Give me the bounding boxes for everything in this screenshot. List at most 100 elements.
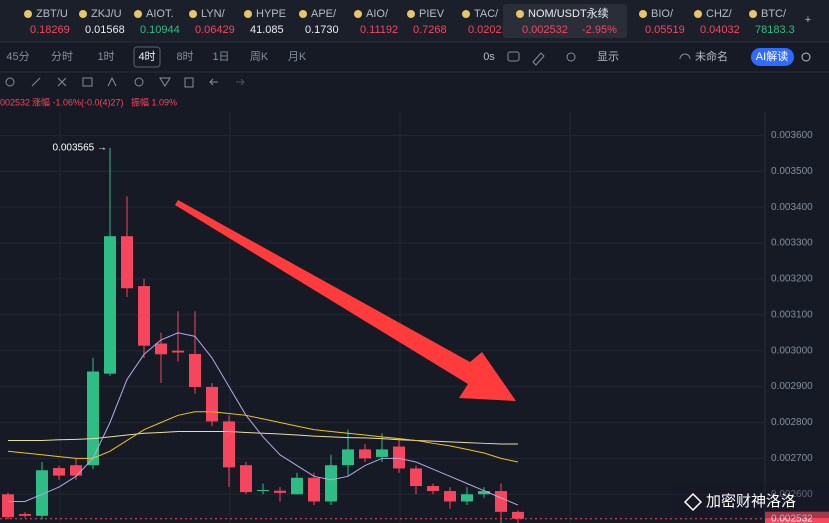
info-amplitude: 振幅 1.09% xyxy=(131,96,177,107)
coin-icon xyxy=(516,10,524,18)
cloud-icon xyxy=(679,53,691,60)
y-tick-label: 0.003500 xyxy=(771,166,813,177)
ticker-list: 2ZBT/U0.18269ZKJ/U0.01568AIOT.0.10944LYN… xyxy=(24,4,795,38)
timeframe[interactable]: 1时 xyxy=(97,50,114,63)
countdown[interactable]: 0s xyxy=(483,51,495,63)
coin-icon xyxy=(694,10,702,18)
timeframe[interactable]: 4时 xyxy=(138,50,155,63)
ticker-name[interactable]: BIO/ xyxy=(651,8,674,20)
ticker-name[interactable]: PIEV xyxy=(419,8,445,20)
ticker-price[interactable]: 0.7268 xyxy=(413,24,447,36)
candle-body xyxy=(461,494,473,502)
candle-body xyxy=(495,491,507,512)
candle-body xyxy=(121,236,133,289)
candle-body xyxy=(308,477,320,502)
ticker-name[interactable]: NOM/USDT永续 xyxy=(528,6,609,20)
candle-body xyxy=(223,421,235,468)
watermark-icon xyxy=(683,492,703,512)
candle-body xyxy=(325,465,337,502)
tool-icon[interactable] xyxy=(159,77,171,87)
ticker-price[interactable]: 0.1730 xyxy=(305,24,339,36)
candle-body xyxy=(444,491,456,502)
candle-body xyxy=(206,386,218,422)
timeframe[interactable]: 45分 xyxy=(6,50,29,63)
ticker-price[interactable]: 0.06429 xyxy=(195,24,235,36)
ticker-name[interactable]: APE/ xyxy=(311,8,337,20)
tool-icon[interactable] xyxy=(236,78,245,86)
coin-icon xyxy=(79,10,87,18)
ticker-name[interactable]: LYN/ xyxy=(201,8,226,20)
y-tick-label: 0.002700 xyxy=(771,453,813,464)
ticker-price[interactable]: 41.085 xyxy=(250,24,284,36)
ticker-name[interactable]: ZBT/U xyxy=(36,8,68,20)
ticker-price[interactable]: 0.11192 xyxy=(360,24,398,36)
candle-body xyxy=(359,449,371,459)
candle-body xyxy=(512,511,524,519)
ticker-name[interactable]: TAC/ xyxy=(474,8,499,20)
candle-body xyxy=(138,286,150,346)
layout-name[interactable]: 未命名 xyxy=(695,49,728,63)
timeframe[interactable]: 周K xyxy=(250,50,269,63)
candle-body xyxy=(393,446,405,469)
ticker-name[interactable]: ZKJ/U xyxy=(91,8,122,20)
coin-icon xyxy=(299,10,307,18)
timeframe[interactable]: 1日 xyxy=(212,51,229,63)
draw-icon[interactable] xyxy=(532,52,545,66)
ticker-price[interactable]: 0.05519 xyxy=(645,24,685,36)
ticker-name[interactable]: CHZ/ xyxy=(706,8,733,20)
y-tick-label: 0.003200 xyxy=(771,274,813,285)
tool-icon[interactable] xyxy=(82,77,93,87)
candle-body xyxy=(53,468,65,476)
candle-body xyxy=(478,491,490,495)
candle-body xyxy=(104,236,116,374)
ticker-price[interactable]: 0.10944 xyxy=(140,24,180,36)
coin-icon xyxy=(189,10,197,18)
candle-body xyxy=(172,350,184,353)
y-tick-label: 0.003000 xyxy=(771,345,813,356)
candle-body xyxy=(257,489,269,492)
add-tab[interactable]: + xyxy=(805,14,811,26)
timeframe[interactable]: 月K xyxy=(288,51,307,63)
watermark-bg xyxy=(672,484,829,518)
timeframe[interactable]: 8时 xyxy=(176,50,193,63)
tool-icon[interactable] xyxy=(5,77,15,87)
moving-average xyxy=(8,430,518,445)
ticker-change: -2.95% xyxy=(582,24,617,36)
tool-icon[interactable] xyxy=(31,77,41,87)
ticker-price[interactable]: 0.01568 xyxy=(85,24,125,36)
tool-icon[interactable] xyxy=(209,78,218,86)
timeframes: 45分 分时 1时 4时 8时 1日 周K 月K xyxy=(6,46,307,68)
moving-average xyxy=(8,332,519,506)
ai-button[interactable]: AI解读 xyxy=(756,49,788,63)
ai-pill[interactable] xyxy=(751,48,794,66)
y-tick-label: 0.003600 xyxy=(771,130,813,141)
ticker-name[interactable]: BTC/ xyxy=(761,8,787,20)
tool-icon[interactable] xyxy=(134,77,144,87)
coin-icon xyxy=(407,10,415,18)
candle-body xyxy=(376,449,388,457)
ticker-bar xyxy=(0,0,829,42)
share-icon[interactable] xyxy=(801,52,811,62)
display-button[interactable]: 显示 xyxy=(597,50,619,63)
ticker-name[interactable]: AIOT. xyxy=(146,8,174,20)
candle-body xyxy=(36,470,48,516)
ticker-price[interactable]: 0.18269 xyxy=(30,24,70,36)
timeframe[interactable]: 分时 xyxy=(51,50,73,63)
active-timeframe-box xyxy=(133,46,161,68)
settings-icon[interactable] xyxy=(566,52,576,62)
ticker-name[interactable]: AIO/ xyxy=(366,8,389,20)
ticker-price[interactable]: 0.02021 xyxy=(468,24,508,36)
last-price-label: 0.002532 xyxy=(771,513,813,523)
tool-icon[interactable] xyxy=(107,76,117,87)
ticker-name[interactable]: HYPE xyxy=(256,8,286,20)
y-tick-label: 0.002600 xyxy=(771,489,813,500)
tool-icon[interactable] xyxy=(184,77,194,88)
camera-icon[interactable] xyxy=(507,51,520,62)
ticker-price[interactable]: 0.002532 xyxy=(522,24,568,36)
watermark: 加密财神洛洛 xyxy=(706,493,796,510)
ticker-price[interactable]: 78183.3 xyxy=(755,24,795,36)
ticker-price[interactable]: 0.04032 xyxy=(700,24,740,36)
tool-icon[interactable] xyxy=(57,77,67,87)
